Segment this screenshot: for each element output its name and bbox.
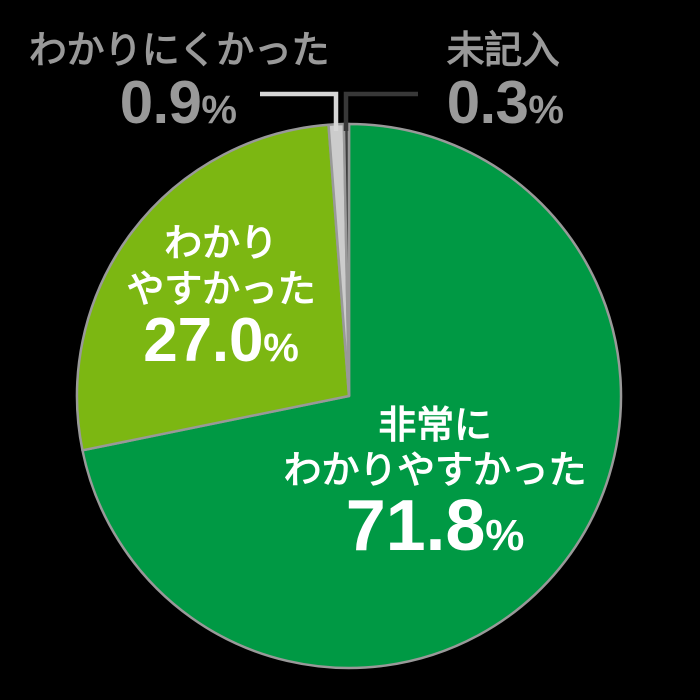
- slice-value-easy-percent-sign: %: [263, 326, 299, 370]
- slice-value-blank-percent-sign: %: [528, 88, 564, 132]
- slice-label-blank: 未記入: [446, 30, 560, 72]
- slice-label-easy-line2: やすかった: [126, 269, 316, 311]
- slice-label-easy-block: わかり やすかった 27.0%: [61, 221, 381, 376]
- slice-value-very-easy-number: 71.8: [345, 486, 486, 566]
- pie-slices: [75, 122, 623, 670]
- slice-value-very-easy: 71.8%: [275, 490, 595, 568]
- slice-label-easy-line1: わかり: [164, 223, 278, 265]
- slice-value-easy-number: 27.0: [143, 306, 264, 375]
- pie-slice-1: [81, 122, 623, 670]
- leader-line-hard: [260, 91, 339, 131]
- slice-value-very-easy-percent-sign: %: [485, 511, 525, 560]
- slice-label-very-easy-line1: 非常に: [378, 405, 492, 447]
- leader-line-blank: [343, 91, 418, 131]
- slice-label-very-easy-line2: わかりやすかった: [283, 450, 587, 492]
- pie-slice-2: [75, 123, 351, 452]
- slice-label-hard: わかりにくかった: [28, 30, 330, 72]
- slice-label-very-easy-block: 非常に わかりやすかった 71.8%: [275, 404, 595, 568]
- slice-value-blank-number: 0.3: [446, 69, 529, 136]
- slice-value-hard-percent-sign: %: [201, 88, 237, 132]
- slice-value-blank: 0.3%: [345, 72, 665, 141]
- slice-value-hard-number: 0.9: [119, 69, 202, 136]
- slice-value-easy: 27.0%: [61, 310, 381, 376]
- slice-value-hard: 0.9%: [18, 72, 338, 141]
